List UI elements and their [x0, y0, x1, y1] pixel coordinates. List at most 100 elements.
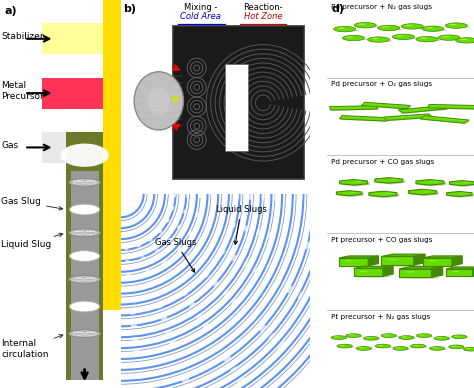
Text: Gas Slugs: Gas Slugs	[155, 238, 196, 272]
Polygon shape	[449, 193, 474, 197]
Polygon shape	[339, 258, 368, 266]
Ellipse shape	[356, 346, 372, 350]
Text: Liquid Slugs: Liquid Slugs	[216, 205, 266, 244]
Ellipse shape	[378, 25, 400, 31]
Ellipse shape	[447, 26, 471, 28]
Ellipse shape	[405, 25, 413, 26]
Text: Pd precursor + N₂ gas slugs: Pd precursor + N₂ gas slugs	[331, 4, 432, 10]
Polygon shape	[449, 181, 474, 186]
Ellipse shape	[459, 39, 467, 40]
Ellipse shape	[339, 265, 376, 267]
Polygon shape	[331, 106, 379, 111]
Ellipse shape	[356, 26, 380, 28]
Ellipse shape	[334, 26, 356, 32]
FancyBboxPatch shape	[173, 26, 304, 179]
Polygon shape	[452, 256, 462, 266]
FancyBboxPatch shape	[225, 64, 248, 151]
Ellipse shape	[452, 335, 467, 339]
Polygon shape	[461, 192, 466, 194]
Ellipse shape	[369, 40, 393, 42]
Polygon shape	[339, 256, 378, 258]
Ellipse shape	[384, 334, 389, 335]
Polygon shape	[424, 191, 431, 192]
Ellipse shape	[402, 27, 427, 29]
Polygon shape	[377, 179, 405, 184]
Ellipse shape	[401, 24, 423, 29]
Polygon shape	[428, 104, 474, 109]
Ellipse shape	[464, 347, 474, 351]
Ellipse shape	[423, 265, 460, 267]
Ellipse shape	[464, 350, 474, 351]
Text: Internal
circulation: Internal circulation	[1, 334, 63, 359]
Ellipse shape	[452, 337, 469, 338]
Polygon shape	[391, 179, 397, 180]
Ellipse shape	[457, 41, 474, 43]
Ellipse shape	[411, 346, 428, 348]
Ellipse shape	[346, 36, 354, 38]
Polygon shape	[423, 116, 468, 121]
Polygon shape	[363, 103, 412, 109]
Ellipse shape	[439, 38, 464, 40]
Ellipse shape	[393, 349, 410, 350]
Polygon shape	[416, 180, 444, 185]
Ellipse shape	[69, 229, 100, 237]
Ellipse shape	[400, 338, 416, 339]
Polygon shape	[423, 256, 462, 258]
Ellipse shape	[371, 38, 379, 39]
Ellipse shape	[423, 29, 447, 31]
Ellipse shape	[416, 36, 438, 42]
Ellipse shape	[430, 349, 447, 350]
Text: Gas Slug: Gas Slug	[1, 197, 63, 210]
Polygon shape	[420, 116, 469, 123]
Bar	[42, 23, 103, 54]
Ellipse shape	[422, 26, 444, 31]
Ellipse shape	[69, 178, 100, 186]
Ellipse shape	[406, 271, 415, 273]
Polygon shape	[384, 192, 391, 194]
Polygon shape	[369, 191, 397, 197]
Ellipse shape	[392, 34, 414, 40]
Ellipse shape	[343, 35, 365, 41]
Ellipse shape	[348, 334, 354, 335]
Ellipse shape	[334, 336, 339, 337]
Ellipse shape	[364, 336, 379, 340]
Polygon shape	[409, 189, 437, 195]
Polygon shape	[354, 266, 393, 268]
Text: c): c)	[127, 200, 138, 210]
Text: d): d)	[331, 4, 345, 14]
Polygon shape	[423, 258, 452, 266]
Ellipse shape	[69, 275, 100, 283]
Ellipse shape	[375, 344, 391, 348]
Polygon shape	[431, 181, 438, 182]
Ellipse shape	[70, 301, 100, 312]
Polygon shape	[411, 191, 439, 196]
Text: Stabilizer: Stabilizer	[1, 32, 44, 42]
Polygon shape	[399, 269, 431, 277]
Polygon shape	[400, 106, 444, 111]
Ellipse shape	[434, 336, 449, 340]
Polygon shape	[422, 116, 470, 124]
Ellipse shape	[364, 339, 381, 340]
Text: a): a)	[5, 6, 18, 16]
Text: Reaction-: Reaction-	[243, 3, 283, 12]
Ellipse shape	[416, 334, 432, 338]
Polygon shape	[385, 115, 434, 121]
Ellipse shape	[337, 344, 352, 348]
Polygon shape	[414, 254, 425, 265]
Ellipse shape	[420, 38, 428, 39]
Ellipse shape	[435, 339, 452, 340]
Ellipse shape	[449, 347, 466, 348]
Polygon shape	[384, 115, 430, 118]
Ellipse shape	[400, 277, 440, 279]
Ellipse shape	[376, 346, 393, 348]
Ellipse shape	[419, 334, 424, 335]
Ellipse shape	[401, 336, 407, 337]
Text: Pt precursor + CO gas slugs: Pt precursor + CO gas slugs	[331, 237, 433, 242]
Polygon shape	[399, 267, 443, 269]
Polygon shape	[383, 266, 393, 276]
Ellipse shape	[382, 336, 399, 337]
Ellipse shape	[466, 348, 472, 349]
Ellipse shape	[396, 347, 401, 348]
Ellipse shape	[379, 29, 403, 30]
Ellipse shape	[432, 347, 438, 348]
